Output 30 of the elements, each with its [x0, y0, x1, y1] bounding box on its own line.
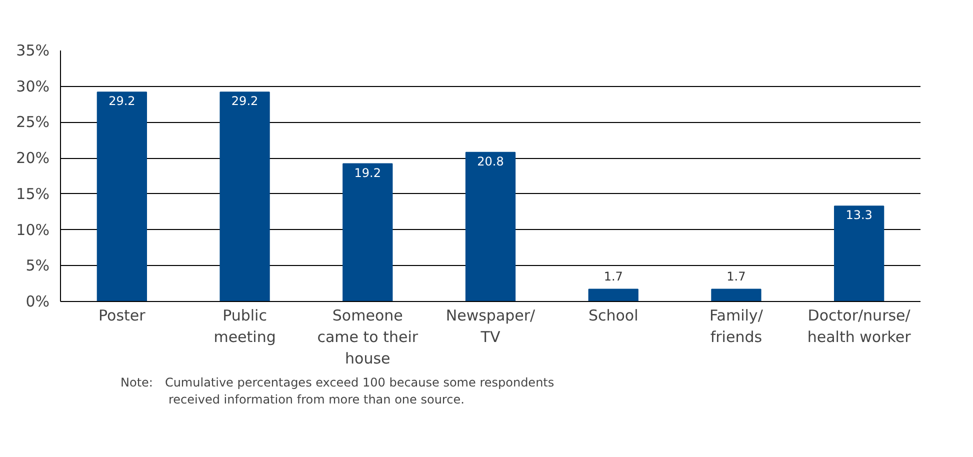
data-label: 13.3 [846, 208, 872, 222]
y-tick-label: 10% [16, 220, 50, 239]
bar [834, 206, 884, 302]
y-tick-label: 0% [26, 292, 50, 310]
x-tick-label: Poster [98, 306, 146, 324]
data-label: 29.2 [231, 94, 258, 108]
data-label: 29.2 [108, 94, 136, 108]
x-tick-label: Family/ friends [710, 306, 764, 346]
text: Note: Cumulative percentages exceed 100 because some respondents received information from more than one source. [120, 376, 554, 406]
bar [711, 288, 762, 302]
bar [588, 288, 638, 302]
y-tick-label: 35% [16, 42, 50, 60]
x-tick-label: Doctor/nurse/ health worker [807, 306, 912, 346]
y-tick-label: 25% [16, 113, 50, 132]
x-tick-label: Someone came to their house [317, 306, 419, 368]
data-label: 19.2 [354, 166, 381, 180]
bar [220, 92, 270, 302]
bar [96, 92, 147, 302]
bar [465, 152, 516, 302]
y-tick-label: 30% [16, 77, 50, 96]
x-tick-label: Newspaper/ TV [446, 306, 536, 346]
data-label: 20.8 [477, 154, 504, 168]
y-tick-label: 20% [16, 149, 50, 168]
y-tick-label: 15% [16, 184, 50, 203]
data-label: 1.7 [604, 269, 623, 284]
data-label: 1.7 [726, 269, 746, 284]
x-tick-label: Public meeting [214, 306, 276, 346]
bar [342, 163, 393, 302]
y-tick-label: 5% [26, 256, 50, 275]
x-tick-label: School [588, 306, 638, 324]
